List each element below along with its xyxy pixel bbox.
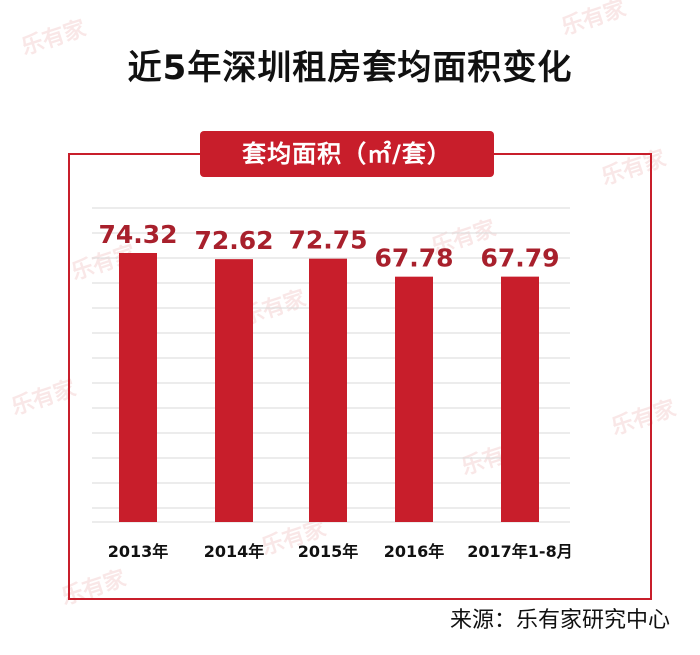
x-tick-labels-layer: 2013年 2014年 2015年 2016年 2017年1-8月 xyxy=(108,542,573,561)
bar xyxy=(309,258,347,522)
chart-subtitle: 套均面积（㎡/套） xyxy=(200,131,494,177)
bar-value-label: 72.62 xyxy=(194,226,273,255)
bar xyxy=(395,276,433,522)
page-title: 近5年深圳租房套均面积变化 xyxy=(127,48,573,88)
bar xyxy=(501,276,539,522)
bars-layer xyxy=(119,253,539,522)
bar-value-label: 74.32 xyxy=(98,220,177,249)
x-tick-label: 2013年 xyxy=(108,542,169,561)
source-note: 来源：乐有家研究中心 xyxy=(449,608,670,633)
x-tick-label: 2015年 xyxy=(298,542,359,561)
bar-value-label: 67.79 xyxy=(480,244,559,273)
bar xyxy=(119,253,157,522)
bar-value-label: 72.75 xyxy=(288,226,367,255)
bar xyxy=(215,259,253,522)
x-tick-label: 2014年 xyxy=(204,542,265,561)
x-tick-label: 2017年1-8月 xyxy=(467,542,572,561)
x-tick-label: 2016年 xyxy=(384,542,445,561)
bar-value-label: 67.78 xyxy=(374,244,453,273)
